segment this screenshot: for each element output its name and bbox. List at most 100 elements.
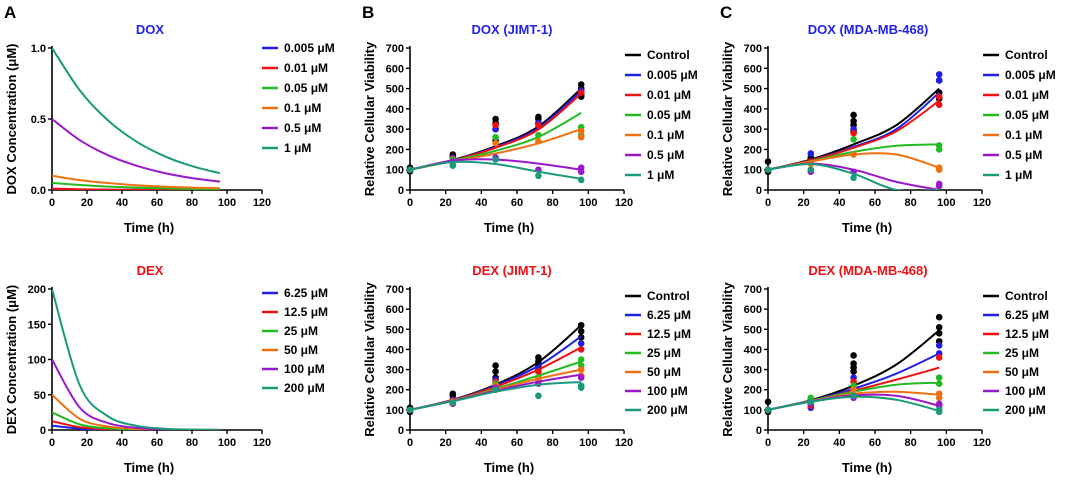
data-point xyxy=(492,368,499,375)
x-tick-label: 40 xyxy=(475,197,487,209)
data-point xyxy=(492,133,499,141)
legend-label: Control xyxy=(647,289,690,303)
data-point xyxy=(535,368,542,375)
data-point xyxy=(935,374,943,381)
x-tick-label: 40 xyxy=(116,197,128,209)
x-tick-label: 60 xyxy=(151,197,163,209)
x-tick-label: 120 xyxy=(615,197,633,209)
data-point xyxy=(406,166,414,174)
x-tick-label: 40 xyxy=(833,197,845,209)
data-point xyxy=(935,408,943,416)
x-tick-label: 20 xyxy=(798,437,810,449)
legend-label: Control xyxy=(647,48,690,62)
series-line xyxy=(52,358,221,430)
x-tick-label: 80 xyxy=(547,437,559,449)
data-point xyxy=(577,366,585,373)
legend-label: 0.005 μM xyxy=(1005,68,1056,82)
data-point xyxy=(535,138,542,145)
data-point xyxy=(935,146,943,153)
y-tick-label: 100 xyxy=(744,165,762,177)
data-point xyxy=(577,168,585,176)
chart-title: DEX (JIMT-1) xyxy=(472,263,551,278)
chart-panel: DEX 0 20 40 60 80 100 120 0 50 100 150 200 Time (h) DE… xyxy=(4,263,328,475)
y-tick-label: 300 xyxy=(386,124,404,136)
y-axis-label: Relative Cellular Viability xyxy=(362,41,377,196)
data-point xyxy=(935,313,943,321)
data-point xyxy=(807,398,815,406)
series-line xyxy=(52,187,221,190)
legend-label: 1 μM xyxy=(647,168,674,182)
data-point xyxy=(935,380,943,387)
data-point xyxy=(535,131,542,139)
y-axis-label: Relative Cellular Viability xyxy=(362,282,377,437)
data-point xyxy=(577,384,585,392)
x-tick-label: 60 xyxy=(511,437,523,449)
x-tick-label: 20 xyxy=(440,197,452,209)
x-tick-label: 20 xyxy=(440,437,452,449)
x-tick-label: 100 xyxy=(937,197,955,209)
y-tick-label: 100 xyxy=(386,165,404,177)
y-tick-label: 200 xyxy=(744,385,762,397)
y-axis-label: DEX Concentration (μM) xyxy=(4,285,19,435)
chart-panel: DEX (MDA-MB-468) 0 20 40 60 80 100 120 0 100 200 30… xyxy=(720,263,1049,475)
legend-label: 200 μM xyxy=(1005,403,1046,417)
data-point xyxy=(577,328,585,335)
legend-label: 100 μM xyxy=(284,362,325,376)
y-tick-label: 500 xyxy=(386,324,404,336)
data-point xyxy=(492,156,499,163)
legend-label: 50 μM xyxy=(647,365,681,379)
series-line xyxy=(52,118,221,183)
data-point xyxy=(935,166,943,174)
y-tick-label: 500 xyxy=(744,324,762,336)
x-tick-label: 120 xyxy=(615,437,633,449)
y-tick-label: 1.0 xyxy=(31,43,46,55)
data-point xyxy=(492,386,499,394)
x-tick-label: 40 xyxy=(116,437,128,449)
legend-label: 0.05 μM xyxy=(647,108,691,122)
y-tick-label: 0 xyxy=(756,425,762,437)
legend-label: 25 μM xyxy=(1005,346,1039,360)
y-tick-label: 100 xyxy=(744,405,762,417)
x-tick-label: 80 xyxy=(905,197,917,209)
legend-label: 12.5 μM xyxy=(284,305,328,319)
y-tick-label: 200 xyxy=(386,144,404,156)
legend-label: Control xyxy=(1005,289,1048,303)
y-tick-label: 300 xyxy=(744,124,762,136)
x-tick-label: 20 xyxy=(81,437,93,449)
y-tick-label: 400 xyxy=(386,104,404,116)
y-tick-label: 600 xyxy=(744,63,762,75)
data-point xyxy=(935,394,943,402)
legend-label: 0.5 μM xyxy=(284,121,321,135)
y-tick-label: 100 xyxy=(386,405,404,417)
data-point xyxy=(764,166,772,174)
panel-label: B xyxy=(362,3,374,22)
data-point xyxy=(577,321,585,329)
series-line xyxy=(768,162,940,190)
chart-title: DOX xyxy=(136,22,165,37)
y-tick-label: 0 xyxy=(398,425,404,437)
x-tick-label: 100 xyxy=(937,437,955,449)
data-point xyxy=(850,129,857,137)
x-tick-label: 0 xyxy=(765,197,771,209)
data-point xyxy=(577,346,585,353)
data-point xyxy=(935,71,943,78)
x-tick-label: 100 xyxy=(579,437,597,449)
legend-label: 0.01 μM xyxy=(284,61,328,75)
x-tick-label: 0 xyxy=(49,197,55,209)
data-point xyxy=(449,162,457,169)
y-tick-label: 500 xyxy=(386,84,404,96)
data-point xyxy=(935,330,943,337)
y-tick-label: 300 xyxy=(386,365,404,377)
legend-label: 0.1 μM xyxy=(1005,128,1042,142)
chart-panel: A DOX 0 20 40 60 80 100 120 0.0 0.5 1.0 Time (h) DOX … xyxy=(4,3,335,235)
y-tick-label: 700 xyxy=(386,43,404,55)
x-tick-label: 80 xyxy=(186,197,198,209)
x-axis-label: Time (h) xyxy=(484,220,534,235)
y-tick-label: 150 xyxy=(28,319,46,331)
y-tick-label: 700 xyxy=(744,284,762,296)
data-point xyxy=(935,101,943,109)
x-tick-label: 60 xyxy=(511,197,523,209)
x-tick-label: 60 xyxy=(869,197,881,209)
x-axis-label: Time (h) xyxy=(842,220,892,235)
